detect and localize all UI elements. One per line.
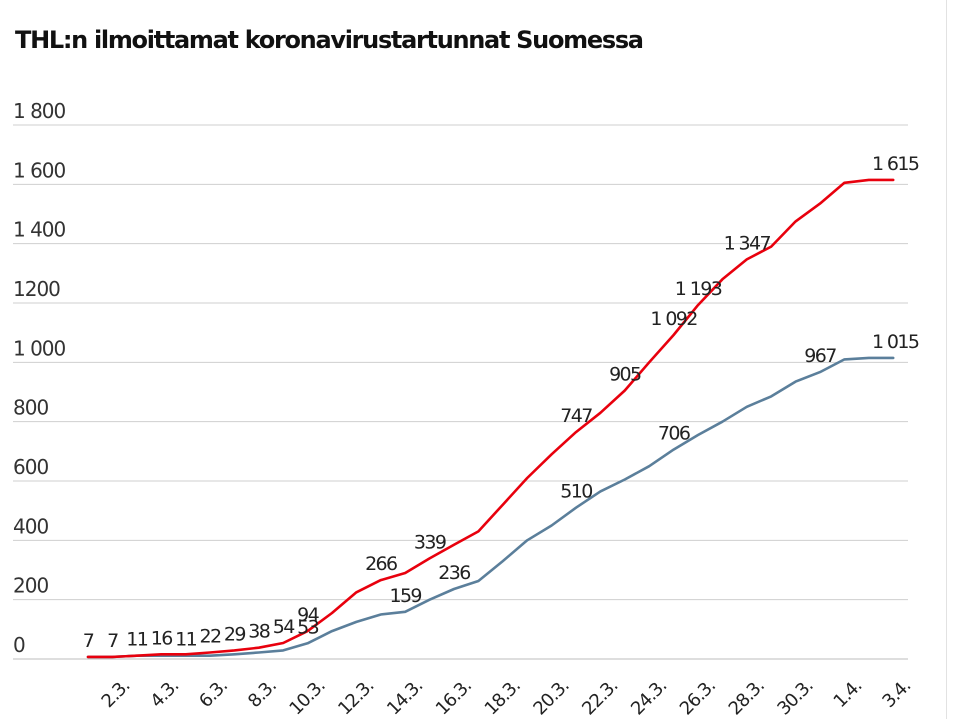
series-line-total [86,178,895,659]
data-label: 236 [438,562,470,584]
data-label: 1 347 [724,232,771,254]
data-label: 967 [804,345,836,367]
data-label: 1 615 [872,153,919,175]
y-tick-label: 1200 [13,277,60,301]
data-label: 510 [560,481,592,503]
y-tick-label: 0 [13,633,25,657]
data-label: 905 [609,364,641,386]
y-tick-label: 400 [13,514,48,538]
y-tick-label: 200 [13,574,48,598]
data-label: 53 [297,616,318,638]
data-label: 38 [248,621,269,643]
x-tick-label: 2.3. [98,676,134,712]
data-label: 7 [107,630,118,652]
data-label: 1 015 [872,331,919,353]
x-axis-ticks: 2.3. 4.3. 6.3. 8.3. 10.3. 12.3. 14.3. 16.3. 18.3… [98,676,915,719]
x-tick-label: 6.3. [195,676,231,712]
gridlines [13,124,908,660]
x-tick-label: 18.3. [481,676,525,719]
y-tick-label: 600 [13,455,48,479]
data-label: 54 [273,616,295,638]
x-tick-label: 16.3. [432,676,476,719]
data-label: 16 [151,627,172,649]
data-label: 747 [560,405,592,427]
data-label: 11 [175,629,196,651]
x-tick-label: 24.3. [627,676,671,719]
x-tick-label: 12.3. [334,676,378,719]
y-tick-label: 1 600 [13,158,66,182]
data-label: 29 [224,623,245,645]
x-tick-label: 22.3. [578,676,622,719]
y-tick-label: 1 000 [13,336,66,360]
y-axis-ticks: 0 200 400 600 800 1 000 1200 1 400 1 600 1 800 [13,99,67,657]
x-tick-label: 20.3. [529,676,573,719]
data-labels: 7 7 11 16 11 22 29 38 54 539426615933923651074790… [83,153,921,652]
y-tick-label: 800 [13,396,48,420]
x-tick-label: 14.3. [383,676,427,719]
x-tick-label: 10.3. [285,676,329,719]
data-label: 339 [414,531,446,553]
page-edge-rule [946,0,947,719]
x-tick-label: 8.3. [244,676,280,712]
data-label: 1 092 [650,308,697,330]
data-label: 7 [83,630,94,652]
x-tick-label: 30.3. [773,676,817,719]
x-tick-label: 3.4. [878,676,914,712]
x-tick-label: 1.4. [830,676,866,712]
y-tick-label: 1 400 [13,218,66,242]
data-label: 266 [365,553,397,575]
data-label: 22 [200,625,221,647]
y-tick-label: 1 800 [13,99,66,123]
x-tick-label: 28.3. [725,676,769,719]
x-tick-label: 4.3. [146,676,182,712]
series-lines [86,178,895,659]
x-tick-label: 26.3. [676,676,720,719]
data-label: 1 193 [675,278,722,300]
series-line-second [86,356,895,659]
data-label: 159 [389,585,421,607]
data-label: 11 [126,629,147,651]
data-label: 706 [658,423,690,445]
chart-title: THL:n ilmoittamat koronavirustartunnat S… [15,26,644,54]
data-label: 94 [297,604,319,626]
